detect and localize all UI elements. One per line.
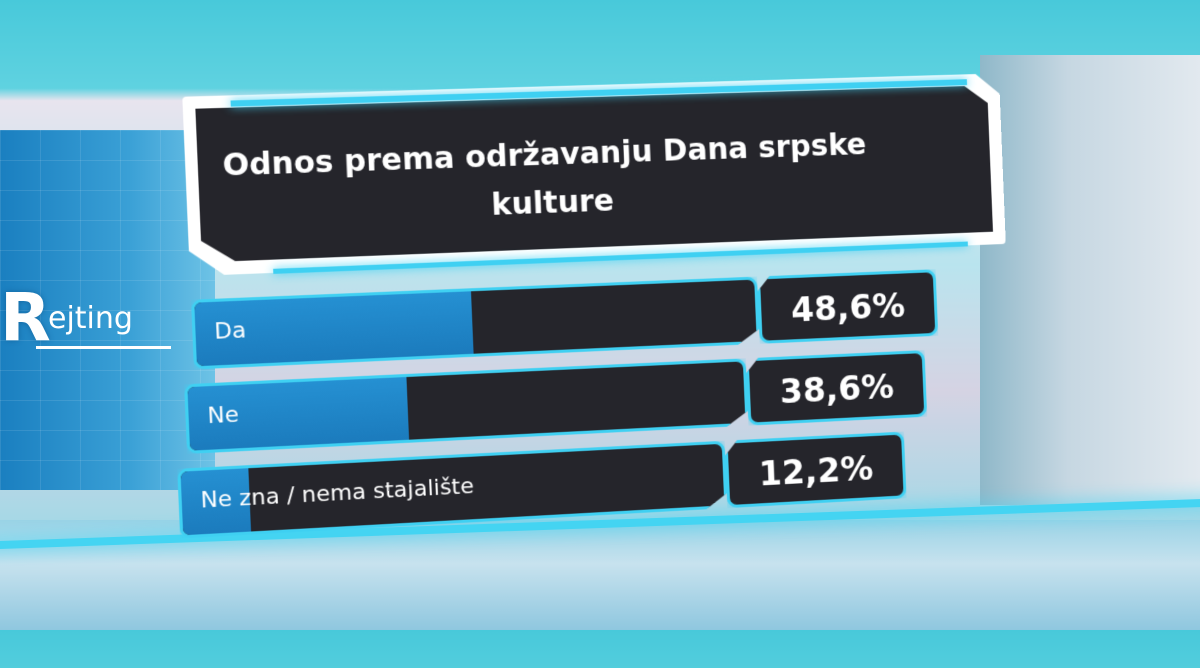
bar-value-label: 48,6% bbox=[761, 284, 935, 333]
bar-value-label: 12,2% bbox=[728, 446, 903, 497]
bar-category-label: Ne bbox=[207, 399, 240, 433]
bar-track: Da bbox=[191, 277, 760, 370]
value-box: 48,6% bbox=[757, 269, 938, 344]
value-box: 38,6% bbox=[746, 350, 927, 426]
bar-track: Ne bbox=[184, 358, 748, 454]
bar-rows: Da 48,6% Ne 38,6% Ne zna / nema stajalište 12… bbox=[0, 0, 1164, 15]
bar-category-label: Da bbox=[214, 315, 247, 349]
bar-row: Ne zna / nema stajalište 12,2% bbox=[177, 469, 180, 539]
value-box: 12,2% bbox=[725, 432, 907, 509]
bar-value-label: 38,6% bbox=[749, 365, 924, 415]
bar-track: Ne zna / nema stajalište bbox=[177, 441, 727, 539]
bar-row: Da 48,6% bbox=[191, 300, 194, 370]
bar-row: Ne 38,6% bbox=[184, 384, 187, 454]
